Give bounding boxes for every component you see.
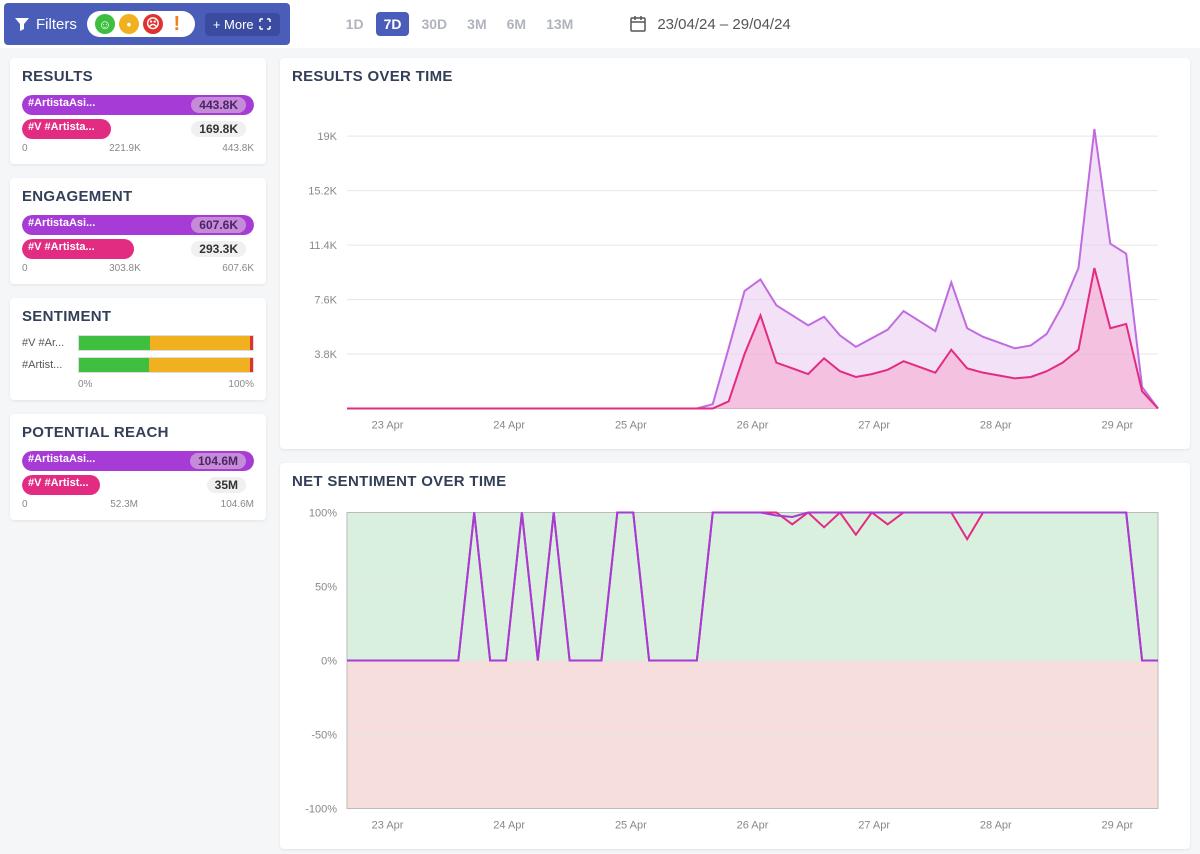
filters-label: Filters [36,16,77,33]
more-button[interactable]: + More [205,13,280,36]
svg-text:11.4K: 11.4K [309,240,338,252]
svg-text:28 Apr: 28 Apr [980,820,1012,832]
svg-text:26 Apr: 26 Apr [737,820,769,832]
svg-text:23 Apr: 23 Apr [372,420,404,432]
mini-bar-label: #V #Artista... [28,121,95,133]
svg-text:19K: 19K [317,131,337,143]
svg-text:100%: 100% [309,508,337,520]
filter-icon [14,16,30,32]
date-range-text: 23/04/24 – 29/04/24 [657,16,790,33]
time-option-1d[interactable]: 1D [338,12,372,36]
svg-text:15.2K: 15.2K [308,186,337,198]
content: RESULTS OVER TIME 3.8K 7.6K 11.4K 15.2K 19K 2… [280,58,1190,844]
mini-bar-row[interactable]: #V #Artista... 293.3K [22,239,254,259]
svg-text:24 Apr: 24 Apr [493,420,525,432]
mini-bar-row[interactable]: #ArtistaAsi... 443.8K [22,95,254,115]
mini-bar-label: #ArtistaAsi... [28,217,95,229]
reach-panel: POTENTIAL REACH #ArtistaAsi... 104.6M #V #… [10,414,266,520]
svg-text:29 Apr: 29 Apr [1102,820,1134,832]
svg-text:25 Apr: 25 Apr [615,820,647,832]
svg-text:50%: 50% [315,582,337,594]
svg-text:0%: 0% [321,656,337,668]
mini-bar-row[interactable]: #V #Artista... 169.8K [22,119,254,139]
sentiment-title: SENTIMENT [22,308,254,325]
mini-bar-value: 293.3K [191,241,246,257]
mini-bar-label: #ArtistaAsi... [28,453,95,465]
mini-bar-row[interactable]: #ArtistaAsi... 607.6K [22,215,254,235]
time-option-13m[interactable]: 13M [538,12,581,36]
sentiment-over-time-panel: NET SENTIMENT OVER TIME -100% -50% 0% 50% 10… [280,463,1190,849]
svg-text:-100%: -100% [305,804,337,816]
mini-bar-value: 35M [207,477,246,493]
sentiment-row[interactable]: #Artist... [22,357,254,373]
main: RESULTS #ArtistaAsi... 443.8K #V #Artista.… [0,48,1200,854]
svg-text:-50%: -50% [311,730,337,742]
svg-text:23 Apr: 23 Apr [372,820,404,832]
sentiment-panel: SENTIMENT #V #Ar...#Artist... 0%100% [10,298,266,400]
svg-text:25 Apr: 25 Apr [615,420,647,432]
sentiment-over-time-title: NET SENTIMENT OVER TIME [292,473,1178,490]
mini-bar-row[interactable]: #V #Artist... 35M [22,475,254,495]
toolbar-left-cluster: Filters ☺•☹! + More [4,3,290,45]
sentiment-face-icon[interactable]: ! [167,14,187,34]
engagement-panel: ENGAGEMENT #ArtistaAsi... 607.6K #V #Artis… [10,178,266,284]
svg-text:27 Apr: 27 Apr [858,820,890,832]
results-over-time-title: RESULTS OVER TIME [292,68,1178,85]
results-chart: 3.8K 7.6K 11.4K 15.2K 19K 23 Apr 24 Apr 25 Apr 2… [292,95,1178,439]
svg-text:3.8K: 3.8K [314,349,337,361]
mini-bar-value: 607.6K [191,217,246,233]
mini-bar-row[interactable]: #ArtistaAsi... 104.6M [22,451,254,471]
sentiment-row[interactable]: #V #Ar... [22,335,254,351]
more-label: + More [213,17,254,32]
mini-bar-value: 443.8K [191,97,246,113]
reach-title: POTENTIAL REACH [22,424,254,441]
mini-bar-value: 169.8K [191,121,246,137]
time-range-selector: 1D7D30D3M6M13M [338,12,582,36]
svg-text:7.6K: 7.6K [314,295,337,307]
engagement-title: ENGAGEMENT [22,188,254,205]
svg-text:27 Apr: 27 Apr [858,420,890,432]
toolbar: Filters ☺•☹! + More 1D7D30D3M6M13M 23/04… [0,0,1200,48]
mini-bar-label: #V #Artist... [28,477,89,489]
time-option-30d[interactable]: 30D [413,12,455,36]
results-panel: RESULTS #ArtistaAsi... 443.8K #V #Artista.… [10,58,266,164]
results-title: RESULTS [22,68,254,85]
svg-text:29 Apr: 29 Apr [1102,420,1134,432]
sentiment-face-icon[interactable]: ☹ [143,14,163,34]
sentiment-filter-pills[interactable]: ☺•☹! [87,11,195,37]
sidebar: RESULTS #ArtistaAsi... 443.8K #V #Artista.… [10,58,266,844]
sentiment-face-icon[interactable]: • [119,14,139,34]
time-option-6m[interactable]: 6M [499,12,534,36]
mini-bar-label: #V #Artista... [28,241,95,253]
results-over-time-panel: RESULTS OVER TIME 3.8K 7.6K 11.4K 15.2K 19K 2… [280,58,1190,449]
sentiment-face-icon[interactable]: ☺ [95,14,115,34]
svg-text:26 Apr: 26 Apr [737,420,769,432]
expand-icon [258,17,272,31]
time-option-7d[interactable]: 7D [376,12,410,36]
calendar-icon [629,15,647,33]
sentiment-chart: -100% -50% 0% 50% 100% 23 Apr 24 Apr 25 Apr 26 A… [292,500,1178,839]
mini-bar-value: 104.6M [190,453,246,469]
svg-text:28 Apr: 28 Apr [980,420,1012,432]
mini-bar-label: #ArtistaAsi... [28,97,95,109]
filters-button[interactable]: Filters [14,16,77,33]
date-range-picker[interactable]: 23/04/24 – 29/04/24 [629,15,790,33]
time-option-3m[interactable]: 3M [459,12,494,36]
svg-text:24 Apr: 24 Apr [493,820,525,832]
